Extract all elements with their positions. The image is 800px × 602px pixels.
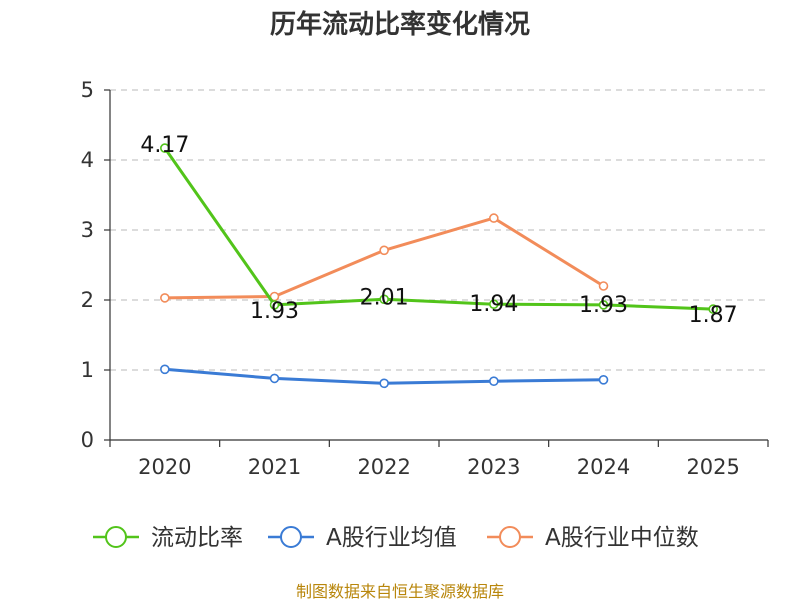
- data-point: [379, 245, 389, 256]
- y-tick-label: 2: [81, 288, 94, 312]
- x-tick-label: 2022: [357, 455, 410, 479]
- data-point: [708, 304, 718, 314]
- x-tick-label: 2024: [577, 455, 630, 479]
- y-tick-label: 3: [81, 218, 94, 242]
- data-label: 2.01: [360, 285, 409, 310]
- x-tick-label: 2021: [248, 455, 301, 479]
- data-label: 1.93: [579, 293, 628, 318]
- legend-marker: [280, 526, 302, 548]
- y-tick-label: 0: [81, 428, 94, 452]
- data-point: [269, 300, 280, 310]
- source-note: 制图数据来自恒生聚源数据库: [295, 582, 504, 601]
- y-tick-label: 4: [81, 148, 94, 172]
- data-label: 1.87: [689, 303, 738, 328]
- x-tick-label: 2023: [467, 455, 520, 479]
- x-tick-label: 2025: [686, 455, 739, 479]
- data-label: 1.93: [250, 299, 299, 324]
- data-point: [598, 300, 609, 310]
- legend-label: A股行业中位数: [545, 525, 699, 551]
- data-point: [160, 143, 170, 153]
- legend-label: A股行业均值: [326, 525, 457, 551]
- legend-marker: [499, 526, 521, 548]
- y-tick-label: 1: [81, 358, 94, 382]
- legend-marker: [105, 526, 127, 548]
- data-point: [379, 378, 389, 389]
- data-point: [160, 293, 170, 303]
- data-label: 4.17: [140, 133, 189, 158]
- data-point: [598, 374, 609, 385]
- data-point: [489, 376, 499, 387]
- y-tick-label: 5: [81, 78, 94, 102]
- data-label: 1.94: [469, 292, 518, 317]
- data-point: [489, 213, 499, 223]
- data-point: [598, 281, 609, 291]
- data-point: [489, 299, 499, 310]
- x-tick-label: 2020: [138, 455, 191, 479]
- data-point: [160, 364, 170, 375]
- legend-label: 流动比率: [151, 525, 243, 551]
- chart-title: 历年流动比率变化情况: [269, 10, 530, 40]
- data-point: [379, 294, 389, 305]
- series-line-0: [163, 147, 714, 311]
- data-point: [269, 373, 280, 384]
